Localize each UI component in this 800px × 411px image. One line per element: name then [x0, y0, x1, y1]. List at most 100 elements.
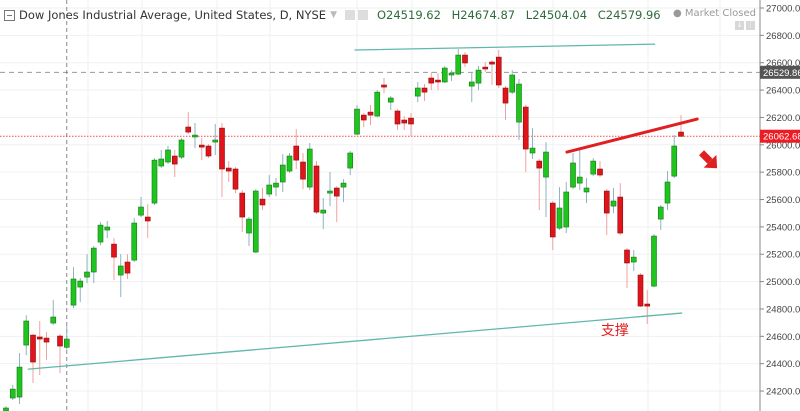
candle-body: [198, 144, 205, 148]
settings-icon[interactable]: [357, 10, 368, 20]
candle-body: [340, 182, 347, 188]
candle-body: [482, 66, 489, 70]
candle: [617, 183, 624, 236]
candle-body: [347, 152, 354, 169]
candle: [205, 144, 212, 159]
candle-body: [644, 303, 651, 307]
candle-body: [279, 164, 286, 183]
candle-body: [30, 334, 36, 363]
candle-body: [414, 87, 421, 97]
candle: [516, 78, 522, 141]
market-status-text: Market Closed: [684, 8, 756, 19]
y-tick-label: 25600.00: [766, 195, 800, 206]
candle-body: [23, 320, 30, 346]
candle: [259, 188, 266, 211]
candle: [509, 70, 516, 95]
y-tick-label: 26000.00: [766, 140, 800, 151]
down-arrow-icon[interactable]: ↓: [735, 21, 744, 30]
candle: [657, 204, 664, 231]
candle: [3, 406, 9, 411]
candle: [16, 353, 23, 405]
candle-body: [610, 200, 617, 207]
candle-body: [374, 91, 381, 117]
candle-body: [576, 176, 583, 184]
trendline-support: [27, 312, 683, 370]
candle: [630, 249, 637, 272]
y-tick-label: 26200.00: [766, 113, 800, 124]
candle-body: [266, 184, 273, 195]
candle: [77, 278, 84, 303]
candle: [441, 66, 448, 84]
more-icon[interactable]: ⋮: [746, 21, 755, 30]
candle-body: [401, 119, 408, 124]
candle-body: [131, 222, 138, 261]
candle-body: [455, 54, 462, 75]
high-label: H: [451, 8, 461, 22]
y-tick-label: 24800.00: [766, 304, 800, 315]
candle: [664, 171, 671, 211]
candle: [246, 217, 252, 247]
candle-body: [171, 155, 178, 165]
candle-body: [354, 108, 360, 135]
candle: [597, 161, 603, 178]
low-value: 24504.04: [532, 8, 588, 22]
price-tag: [760, 129, 800, 143]
candle: [151, 158, 158, 205]
candle-body: [97, 224, 104, 243]
candle: [556, 187, 563, 231]
candle: [381, 78, 387, 94]
y-tick-label: 27000.00: [766, 4, 800, 15]
open-value: 24519.62: [386, 8, 441, 22]
candle: [63, 326, 70, 350]
candle: [374, 90, 381, 118]
candle-body: [637, 274, 644, 307]
candle-body: [617, 196, 624, 234]
symbol-title[interactable]: Dow Jones Industrial Average, United Sta…: [19, 8, 327, 22]
candle-body: [495, 56, 502, 86]
candle-body: [624, 249, 630, 264]
candle: [435, 73, 441, 91]
candle-body: [219, 127, 225, 170]
candle: [117, 254, 124, 298]
eye-icon[interactable]: [344, 10, 355, 20]
candle: [543, 142, 549, 218]
candle-body: [597, 168, 603, 176]
market-status: ● Market Closed: [672, 8, 756, 19]
candle-body: [151, 159, 158, 204]
candle: [97, 222, 104, 246]
candle-body: [158, 158, 165, 167]
dropdown-caret-icon[interactable]: ▼: [330, 10, 337, 20]
candle-body: [421, 87, 428, 93]
candle-body: [300, 161, 306, 180]
candle: [50, 300, 57, 326]
y-tick-label: 26800.00: [766, 31, 800, 42]
candle-body: [273, 182, 279, 188]
candle-body: [671, 145, 678, 177]
candle-body: [549, 202, 556, 238]
candle-body: [205, 145, 212, 157]
candle-body: [529, 147, 536, 154]
candle: [340, 179, 347, 202]
candle: [529, 128, 536, 160]
candle: [495, 49, 502, 89]
candle: [131, 218, 138, 263]
candle-body: [90, 247, 97, 273]
candle: [624, 248, 630, 289]
collapse-icon[interactable]: [4, 9, 15, 21]
candle-body: [57, 335, 63, 347]
candle-body: [104, 226, 111, 231]
candle-body: [435, 79, 441, 83]
candle-body: [43, 337, 50, 343]
candle: [671, 135, 678, 179]
candle: [300, 153, 306, 190]
candle-body: [522, 106, 529, 150]
candle: [482, 62, 489, 73]
candle-body: [313, 165, 320, 213]
candle-body: [63, 338, 70, 348]
candle-body: [192, 134, 198, 138]
candle: [333, 186, 340, 223]
candle: [286, 153, 293, 174]
candle: [124, 254, 131, 280]
candle: [185, 112, 192, 135]
